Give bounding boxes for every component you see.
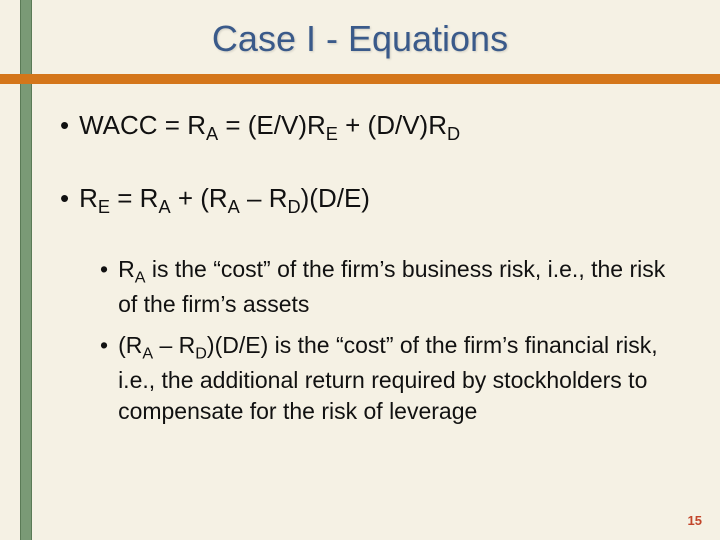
txt: R <box>118 256 135 282</box>
content-area: • WACC = RA = (E/V)RE + (D/V)RD • RE = R… <box>0 84 720 427</box>
title-area: Case I - Equations <box>0 0 720 70</box>
subscript: D <box>447 124 460 144</box>
txt: R <box>79 183 98 213</box>
subscript: D <box>288 197 301 217</box>
divider-bar <box>0 74 720 84</box>
subscript: A <box>228 197 240 217</box>
bullet-text: RE = RA + (RA – RD)(D/E) <box>79 181 370 220</box>
bullet-dot: • <box>60 108 69 147</box>
txt: – R <box>240 183 288 213</box>
subscript: A <box>142 344 153 362</box>
bullet-text: WACC = RA = (E/V)RE + (D/V)RD <box>79 108 460 147</box>
subscript: A <box>158 197 170 217</box>
subscript: A <box>135 268 146 286</box>
bullet-dot: • <box>60 181 69 220</box>
subscript: E <box>98 197 110 217</box>
txt: + (R <box>171 183 228 213</box>
txt: + (D/V)R <box>338 110 447 140</box>
bullet-dot: • <box>100 330 108 427</box>
subscript: A <box>206 124 218 144</box>
txt: (R <box>118 332 142 358</box>
sub-bullet-business-risk: • RA is the “cost” of the firm’s busines… <box>100 254 680 320</box>
txt: WACC = R <box>79 110 206 140</box>
bullet-dot: • <box>100 254 108 320</box>
slide-title: Case I - Equations <box>0 18 720 60</box>
sub-bullet-financial-risk: • (RA – RD)(D/E) is the “cost” of the fi… <box>100 330 680 427</box>
bullet-wacc-equation: • WACC = RA = (E/V)RE + (D/V)RD <box>60 108 680 147</box>
subscript: D <box>195 344 207 362</box>
txt: – R <box>153 332 195 358</box>
page-number: 15 <box>688 513 702 528</box>
txt: is the “cost” of the firm’s business ris… <box>118 256 665 317</box>
subscript: E <box>326 124 338 144</box>
bullet-text: (RA – RD)(D/E) is the “cost” of the firm… <box>118 330 680 427</box>
txt: )(D/E) <box>301 183 370 213</box>
bullet-re-equation: • RE = RA + (RA – RD)(D/E) <box>60 181 680 220</box>
txt: = (E/V)R <box>218 110 326 140</box>
txt: = R <box>110 183 158 213</box>
bullet-text: RA is the “cost” of the firm’s business … <box>118 254 680 320</box>
